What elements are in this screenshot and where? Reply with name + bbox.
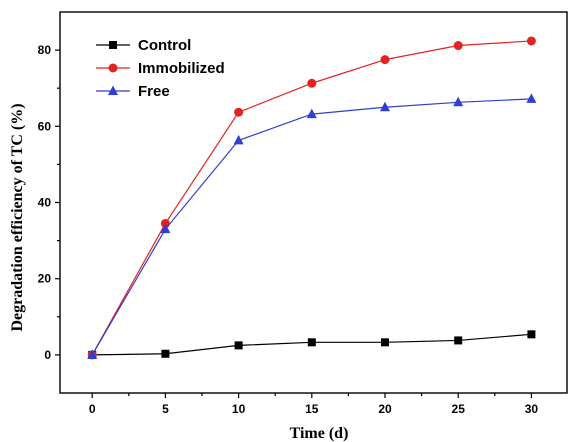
- x-axis-title: Time (d): [290, 425, 349, 442]
- series-line-free: [91, 98, 532, 356]
- y-tick-label: 20: [38, 272, 52, 286]
- data-point-immobilized: [453, 41, 463, 51]
- y-tick-label: 60: [38, 119, 52, 133]
- legend-marker: [109, 41, 117, 49]
- data-point-free: [87, 349, 98, 359]
- data-point-immobilized: [234, 107, 244, 117]
- y-tick-label: 0: [44, 348, 51, 362]
- data-point-control: [381, 338, 390, 347]
- legend-item-immobilized: Immobilized: [96, 60, 225, 77]
- data-point-free: [526, 93, 537, 103]
- y-tick-label: 80: [38, 43, 52, 57]
- x-tick-label: 10: [232, 402, 246, 416]
- x-tick-label: 20: [378, 402, 392, 416]
- legend: Control Immobilized Free: [96, 37, 225, 100]
- x-tick-label: 5: [162, 402, 169, 416]
- data-point-control: [527, 330, 536, 339]
- x-tick-label: 15: [305, 402, 319, 416]
- y-tick-label: 40: [38, 196, 52, 210]
- data-point-immobilized: [380, 55, 390, 65]
- x-tick-label: 30: [525, 402, 539, 416]
- data-point-control: [454, 336, 463, 345]
- y-axis-title: Degradation efficiency of TC (%): [9, 103, 26, 331]
- data-point-control: [234, 341, 243, 350]
- legend-item-control: Control: [96, 37, 191, 54]
- data-point-immobilized: [526, 36, 536, 46]
- data-point-immobilized: [307, 78, 317, 88]
- legend-item-free: Free: [96, 83, 170, 100]
- plot-frame: [59, 11, 568, 394]
- data-point-control: [161, 349, 170, 358]
- x-tick-label: 25: [452, 402, 466, 416]
- legend-marker: [108, 85, 118, 95]
- data-point-free: [160, 223, 171, 234]
- data-point-free: [453, 96, 464, 107]
- data-point-free: [306, 108, 317, 119]
- legend-label: Immobilized: [138, 60, 225, 77]
- data-point-free: [233, 134, 244, 145]
- legend-label: Free: [138, 83, 170, 100]
- x-tick-label: 0: [89, 402, 96, 416]
- legend-marker: [108, 63, 118, 73]
- data-point-control: [307, 338, 316, 347]
- legend-label: Control: [138, 37, 191, 54]
- data-point-free: [380, 101, 391, 112]
- plot-layer: 0 5 10 15 20 25 30 0 20 40 60 80 Control Immobilized F…: [38, 11, 568, 416]
